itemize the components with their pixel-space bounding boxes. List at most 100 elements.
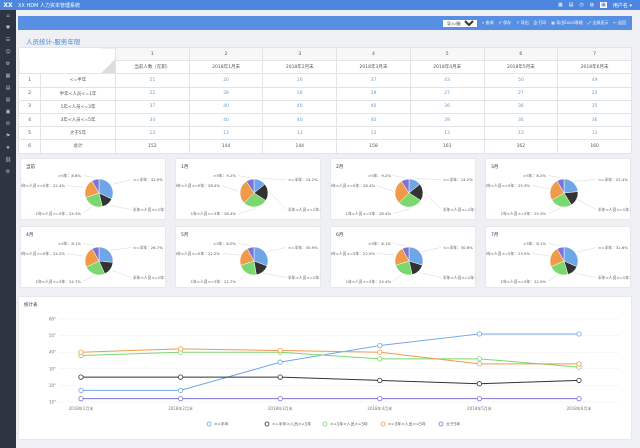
pie-slice[interactable] (398, 192, 422, 208)
data-point[interactable] (377, 356, 383, 362)
list-icon[interactable]: ☰ (5, 37, 11, 43)
doc-icon[interactable]: ▤ (5, 85, 11, 91)
data-point[interactable] (377, 377, 383, 384)
doc-icon[interactable]: ▤ (568, 2, 574, 8)
table-cell[interactable]: 37 (115, 99, 190, 114)
mail-icon[interactable]: ✉ (5, 121, 11, 127)
legend-marker[interactable] (438, 421, 444, 427)
table-cell[interactable]: 13 (557, 126, 632, 141)
legend-label[interactable]: <=3年<人员<=5年 (388, 421, 426, 427)
user-icon[interactable]: ☺ (5, 49, 11, 55)
gear-icon[interactable]: ⚙ (5, 61, 11, 67)
table-cell[interactable]: 49 (557, 73, 632, 88)
pie-slice[interactable] (91, 246, 100, 262)
table-cell[interactable]: 36 (557, 112, 632, 128)
flag-icon[interactable]: ⚑ (5, 133, 11, 139)
chart-icon[interactable]: ▥ (5, 97, 11, 103)
table-cell[interactable]: 34 (115, 112, 190, 128)
data-point[interactable] (377, 396, 383, 402)
data-point[interactable] (576, 361, 582, 367)
table-cell[interactable]: 39 (409, 112, 485, 128)
table-cell[interactable]: 27 (483, 86, 559, 101)
pie-slice[interactable] (246, 246, 255, 262)
table-cell[interactable]: 43 (409, 73, 485, 88)
legend-marker[interactable] (380, 421, 386, 427)
settings-icon[interactable]: ⚙ (5, 169, 11, 175)
table-cell[interactable]: 40 (188, 112, 264, 128)
toolbar-button[interactable]: ▦ 导出Excel表格 (551, 20, 583, 26)
data-point[interactable] (476, 396, 482, 402)
toolbar-button[interactable]: ✔ 保存 (498, 20, 511, 26)
data-point[interactable] (576, 331, 582, 337)
table-cell[interactable]: 51 (115, 73, 190, 88)
toolbar-button[interactable]: ⎙ 打印 (534, 20, 546, 26)
table-cell[interactable]: 40 (262, 112, 338, 128)
legend-label[interactable]: <=半年<人员<=1年 (272, 421, 311, 427)
data-point[interactable] (377, 342, 383, 349)
pie-slice[interactable] (408, 246, 424, 266)
pie-slice[interactable] (556, 178, 565, 194)
clock-icon[interactable]: ◷ (579, 2, 584, 8)
table-cell[interactable]: 36 (483, 112, 559, 128)
legend-marker[interactable] (264, 421, 270, 427)
data-point[interactable] (277, 396, 283, 402)
table-cell[interactable]: 27 (409, 86, 485, 101)
globe-icon[interactable]: ◍ (589, 2, 595, 8)
data-point[interactable] (476, 381, 482, 387)
user-menu[interactable]: 用户名 ▾ (612, 2, 632, 9)
table-cell[interactable]: 28 (262, 86, 338, 101)
pie-slice[interactable] (239, 180, 255, 204)
heart-icon[interactable]: ♥ (5, 25, 11, 31)
toolbar-button[interactable]: ⌕ 查询 (482, 20, 494, 26)
data-point[interactable] (576, 396, 582, 402)
report-select[interactable]: 导入/服务年限 (442, 19, 477, 27)
table-cell[interactable]: 13 (188, 126, 264, 141)
folder-icon[interactable]: ▣ (5, 109, 11, 115)
table-cell[interactable]: 40 (336, 112, 411, 128)
data-point[interactable] (78, 396, 84, 402)
table-cell[interactable]: 13 (262, 126, 338, 141)
user-icon[interactable]: ▣ (600, 2, 607, 8)
pie-slice[interactable] (253, 246, 269, 267)
pie-slice[interactable] (98, 246, 114, 263)
toolbar-button[interactable]: ↩ 返回 (613, 20, 626, 26)
toolbar-button[interactable]: ⇪ 导出 (516, 20, 529, 26)
table-cell[interactable]: 40 (262, 99, 338, 114)
data-point[interactable] (78, 387, 84, 393)
pie-slice[interactable] (243, 192, 267, 208)
data-point[interactable] (178, 346, 184, 352)
data-point[interactable] (476, 331, 482, 337)
link-icon[interactable]: ⛓ (4, 157, 12, 163)
legend-label[interactable]: <=1年<人员<=3年 (330, 421, 368, 427)
table-cell[interactable]: 22 (557, 86, 632, 101)
data-point[interactable] (178, 396, 184, 402)
pie-slice[interactable] (98, 178, 114, 200)
table-cell[interactable]: 20 (188, 73, 264, 88)
pie-slice[interactable] (246, 178, 255, 194)
data-point[interactable] (277, 359, 283, 365)
pie-slice[interactable] (401, 178, 410, 194)
legend-label[interactable]: 大于5年 (446, 421, 461, 427)
pie-slice[interactable] (401, 246, 410, 262)
data-point[interactable] (178, 387, 184, 393)
table-cell[interactable]: 35 (557, 99, 632, 114)
data-point[interactable] (377, 349, 383, 355)
table-cell[interactable]: 40 (336, 99, 411, 114)
data-point[interactable] (277, 347, 283, 354)
pie-slice[interactable] (91, 178, 100, 194)
table-cell[interactable]: 40 (188, 99, 264, 114)
data-point[interactable] (576, 377, 582, 384)
legend-marker[interactable] (206, 421, 212, 427)
data-point[interactable] (78, 374, 84, 380)
home-icon[interactable]: ⌂ (6, 13, 10, 19)
star-icon[interactable]: ★ (5, 145, 11, 151)
data-point[interactable] (476, 356, 482, 362)
table-cell[interactable]: 22 (115, 86, 190, 101)
pie-slice[interactable] (563, 246, 579, 268)
legend-label[interactable]: <=半年 (214, 421, 229, 427)
pie-slice[interactable] (556, 246, 565, 262)
data-point[interactable] (178, 374, 184, 380)
table-cell[interactable]: 13 (409, 126, 485, 141)
data-point[interactable] (476, 361, 482, 367)
legend-marker[interactable] (322, 421, 328, 427)
